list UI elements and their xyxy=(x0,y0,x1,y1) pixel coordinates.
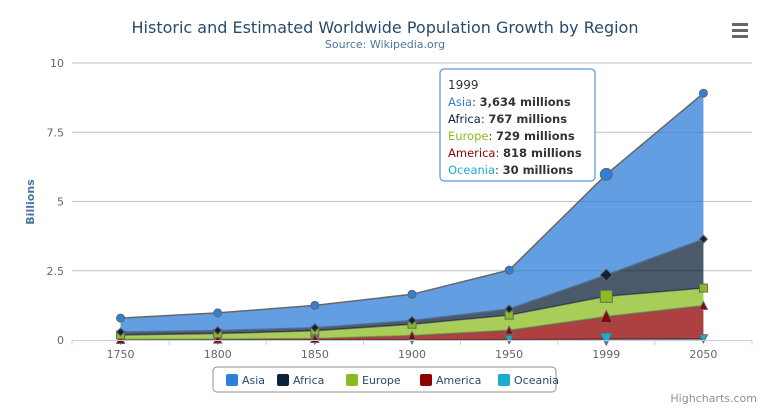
data-point-europe[interactable] xyxy=(599,289,613,303)
data-point-oceania[interactable] xyxy=(599,332,614,347)
data-point-asia[interactable] xyxy=(310,300,320,310)
x-tick-label: 1850 xyxy=(301,348,329,361)
chart-subtitle: Source: Wikipedia.org xyxy=(325,38,445,51)
y-axis-title: Billions xyxy=(24,179,37,225)
legend-symbol-oceania[interactable] xyxy=(498,374,510,386)
data-point-america[interactable] xyxy=(698,300,709,310)
x-tick-label: 1900 xyxy=(398,348,426,361)
area-africa[interactable] xyxy=(120,239,704,335)
legend-symbol-africa[interactable] xyxy=(277,374,289,386)
legend-symbol-europe[interactable] xyxy=(346,374,358,386)
legend-symbol-america[interactable] xyxy=(420,374,432,386)
data-point-africa[interactable] xyxy=(213,325,223,336)
data-point-asia[interactable] xyxy=(698,88,708,98)
legend-item-africa[interactable]: Africa xyxy=(293,374,324,387)
area-asia[interactable] xyxy=(120,93,704,332)
tooltip-line: Asia: 3,634 millions xyxy=(448,95,571,109)
data-point-america[interactable] xyxy=(407,330,417,341)
data-point-america[interactable] xyxy=(599,309,614,324)
data-point-asia[interactable] xyxy=(504,265,514,275)
data-point-oceania[interactable] xyxy=(504,335,514,345)
tooltip-line: Europe: 729 millions xyxy=(448,129,575,143)
y-tick-label: 2.5 xyxy=(47,265,65,278)
data-point-europe[interactable] xyxy=(698,283,708,293)
data-point-asia[interactable] xyxy=(407,289,417,299)
legend-item-oceania[interactable]: Oceania xyxy=(514,374,559,387)
y-tick-label: 5 xyxy=(57,196,64,209)
tooltip-header: 1999 xyxy=(448,78,479,92)
tooltip-line: Oceania: 30 millions xyxy=(448,163,573,177)
area-america[interactable] xyxy=(120,305,704,340)
data-point-oceania[interactable] xyxy=(698,334,709,344)
legend-item-asia[interactable]: Asia xyxy=(242,374,265,387)
data-point-america[interactable] xyxy=(504,325,514,335)
data-point-africa[interactable] xyxy=(504,304,514,314)
x-tick-label: 1999 xyxy=(592,348,620,361)
legend-symbol-asia[interactable] xyxy=(226,374,238,386)
data-point-asia[interactable] xyxy=(116,313,126,323)
credits-link[interactable]: Highcharts.com xyxy=(670,392,757,405)
chart-title: Historic and Estimated Worldwide Populat… xyxy=(132,18,639,37)
x-tick-label: 1800 xyxy=(204,348,232,361)
tooltip: 1999 Asia: 3,634 millions Africa: 767 mil… xyxy=(439,68,596,182)
legend-item-europe[interactable]: Europe xyxy=(362,374,401,387)
data-point-africa[interactable] xyxy=(698,234,709,244)
x-tick-label: 1950 xyxy=(495,348,523,361)
data-point-africa[interactable] xyxy=(407,315,417,326)
legend: Asia Africa Europe America Oceania xyxy=(212,366,559,393)
hamburger-menu-icon[interactable] xyxy=(732,23,748,38)
legend-box xyxy=(212,366,557,393)
data-point-africa[interactable] xyxy=(115,327,126,337)
y-tick-label: 10 xyxy=(50,57,64,70)
y-tick-label: 0 xyxy=(57,334,64,347)
tooltip-line: America: 818 millions xyxy=(448,146,582,160)
x-tick-label: 1750 xyxy=(107,348,135,361)
tooltip-line: Africa: 767 millions xyxy=(448,112,567,126)
y-tick-label: 7.5 xyxy=(47,126,65,139)
data-point-america[interactable] xyxy=(212,333,223,344)
data-point-asia[interactable] xyxy=(599,167,613,181)
x-tick-label: 2050 xyxy=(689,348,717,361)
data-point-africa[interactable] xyxy=(310,323,320,333)
data-point-america[interactable] xyxy=(115,334,126,344)
tooltip-box xyxy=(439,68,596,182)
data-point-africa[interactable] xyxy=(599,268,613,282)
legend-item-america[interactable]: America xyxy=(436,374,481,387)
data-point-asia[interactable] xyxy=(213,308,223,318)
